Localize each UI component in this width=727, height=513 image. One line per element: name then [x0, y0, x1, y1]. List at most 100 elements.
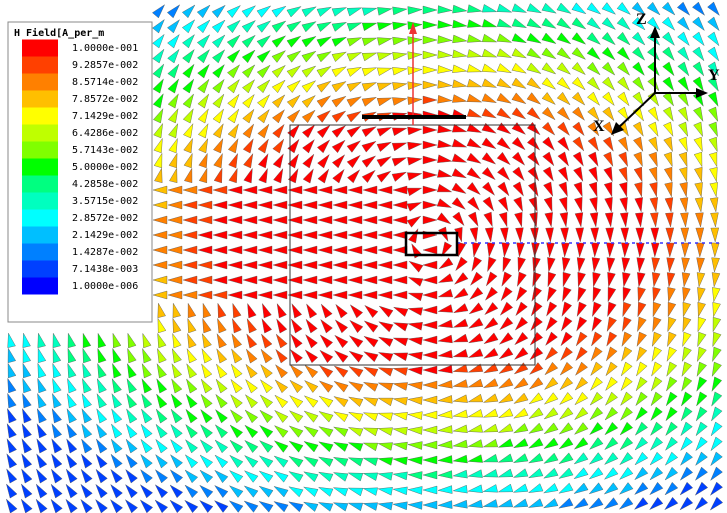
field-arrow [437, 395, 453, 404]
field-arrow [665, 421, 678, 437]
field-arrow [125, 453, 138, 469]
field-arrow [141, 408, 153, 424]
field-arrow [711, 361, 722, 378]
field-arrow [526, 18, 542, 29]
field-arrow [590, 361, 603, 377]
field-arrow [111, 408, 123, 424]
field-arrow [531, 286, 543, 302]
legend-swatch [22, 56, 58, 74]
field-arrow [316, 21, 332, 32]
field-arrow [212, 49, 226, 64]
field-arrow [694, 481, 709, 496]
field-arrow [680, 242, 690, 258]
field-arrow [604, 421, 619, 436]
field-arrow [80, 453, 93, 469]
field-arrow [664, 197, 674, 213]
field-arrow [530, 301, 543, 317]
field-arrow [227, 260, 243, 270]
field-arrow [259, 394, 274, 409]
field-arrow [619, 467, 634, 480]
field-arrow [317, 215, 333, 225]
field-arrow [466, 138, 482, 149]
field-arrow [361, 37, 378, 47]
field-arrow [512, 181, 524, 197]
field-arrow [317, 290, 333, 300]
field-arrow [214, 469, 229, 484]
field-arrow [303, 471, 319, 483]
field-arrow [422, 5, 438, 15]
field-arrow [573, 437, 589, 450]
field-arrow [695, 451, 708, 466]
field-arrow [96, 393, 107, 409]
field-arrow [242, 200, 258, 210]
field-arrow [95, 483, 108, 499]
field-arrow [243, 485, 259, 498]
field-arrow [679, 481, 694, 496]
legend-swatch [22, 158, 58, 176]
field-arrow [228, 167, 238, 184]
field-arrow [212, 200, 228, 210]
field-arrow [486, 242, 496, 258]
field-arrow [557, 166, 569, 182]
field-arrow [152, 200, 168, 210]
field-arrow [335, 303, 348, 319]
field-arrow [647, 91, 660, 107]
field-arrow [364, 304, 379, 318]
field-arrow [363, 335, 379, 348]
field-arrow [377, 290, 393, 300]
field-arrow [682, 316, 692, 333]
field-arrow [22, 332, 31, 348]
field-arrow [65, 498, 78, 513]
field-arrow [331, 51, 347, 62]
field-arrow [604, 437, 619, 451]
field-arrow [288, 440, 304, 453]
field-arrow [110, 453, 123, 469]
field-arrow [591, 257, 601, 273]
field-arrow [437, 425, 453, 434]
field-arrow [212, 64, 225, 79]
field-arrow [212, 108, 224, 124]
field-arrow [377, 52, 393, 61]
field-arrow [526, 3, 543, 14]
field-arrow [589, 197, 598, 213]
field-arrow [349, 319, 364, 334]
field-arrow [650, 391, 663, 407]
field-arrow [187, 332, 197, 349]
field-arrow [707, 1, 720, 16]
field-arrow [392, 200, 408, 210]
field-arrow [377, 260, 393, 270]
field-arrow [558, 482, 574, 494]
field-arrow [635, 406, 648, 421]
field-arrow [125, 484, 138, 499]
field-arrow [712, 331, 722, 348]
field-arrow [591, 331, 603, 347]
z-axis-arrow [409, 22, 417, 34]
field-arrow [347, 275, 363, 285]
field-arrow [589, 391, 604, 406]
field-arrow [228, 500, 244, 513]
field-arrow [332, 472, 349, 482]
field-arrow [573, 482, 589, 494]
field-arrow [226, 5, 241, 18]
field-arrow [316, 124, 331, 139]
field-arrow [273, 501, 289, 513]
legend-label: 2.8572e-002 [72, 213, 138, 224]
field-arrow [502, 256, 512, 273]
field-arrow [361, 140, 377, 153]
field-arrow [183, 123, 194, 139]
field-arrow [172, 332, 182, 349]
field-arrow [452, 318, 469, 328]
field-arrow [301, 36, 317, 48]
field-arrow [586, 61, 601, 76]
field-arrow [665, 391, 678, 407]
field-arrow [407, 486, 423, 495]
field-arrow [605, 346, 618, 362]
field-arrow [166, 4, 181, 19]
field-arrow [22, 347, 32, 364]
field-arrow [544, 377, 559, 390]
field-arrow [602, 91, 615, 107]
field-arrow [602, 121, 615, 137]
field-arrow [152, 18, 165, 34]
field-arrow [154, 469, 168, 484]
field-arrow [273, 167, 284, 184]
